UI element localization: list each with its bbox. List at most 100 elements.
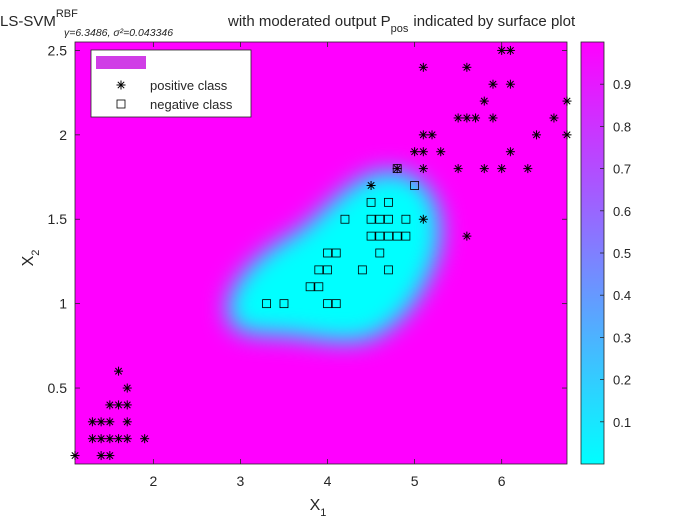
- legend-asterisk-icon: [116, 80, 126, 90]
- colorbar-tick-label: 0.9: [613, 77, 631, 92]
- colorbar-tick-label: 0.3: [613, 330, 631, 345]
- negative-class-point: [375, 214, 385, 224]
- positive-class-point: [87, 434, 97, 444]
- legend-square-icon: [116, 99, 126, 109]
- negative-class-point: [401, 214, 411, 224]
- positive-class-point: [105, 417, 115, 427]
- positive-class-point: [392, 164, 402, 174]
- y-tick-label: 0.5: [48, 380, 68, 396]
- y-tick-label: 1: [59, 296, 67, 312]
- negative-class-point: [323, 299, 332, 309]
- positive-class-point: [105, 400, 115, 410]
- positive-class-point: [418, 164, 428, 174]
- y-tick-label: 1.5: [48, 211, 68, 227]
- negative-class-point: [357, 265, 367, 275]
- positive-class-point: [436, 147, 446, 157]
- x-tick-label: 5: [411, 473, 419, 489]
- positive-class-point: [122, 434, 132, 444]
- negative-class-point: [366, 214, 376, 224]
- positive-class-point: [122, 417, 132, 427]
- colorbar-tick-label: 0.7: [613, 162, 631, 177]
- legend-entry-positive: positive class: [150, 78, 228, 93]
- x-tick-label: 2: [149, 473, 157, 489]
- y-tick-label: 2.5: [48, 42, 68, 58]
- positive-class-point: [462, 62, 472, 72]
- negative-class-point: [366, 197, 376, 207]
- positive-class-point: [532, 130, 542, 140]
- chart-title-params: γ=6.3486, σ²=0.043346: [64, 27, 173, 39]
- negative-class-point: [331, 299, 341, 309]
- positive-class-point: [497, 164, 507, 174]
- positive-class-point: [562, 96, 572, 106]
- positive-class-point: [505, 79, 515, 89]
- axis-ticks: 2 3 4 5 6 0.5 1 1.5 2 2.5: [48, 42, 567, 489]
- legend-entry-negative: negative class: [150, 97, 233, 112]
- y-tick-label: 2: [59, 127, 67, 143]
- positive-class-point: [462, 113, 472, 123]
- data-markers: [70, 45, 572, 461]
- x-tick-label: 3: [237, 473, 245, 489]
- positive-class-point: [427, 130, 437, 140]
- plot-frame: [74, 41, 568, 465]
- negative-class-point: [314, 282, 324, 292]
- chart-title-rest: with moderated output Ppos indicated by s…: [227, 13, 576, 35]
- negative-class-point: [410, 181, 420, 190]
- chart-title: LS-SVMRBF: [0, 8, 78, 30]
- x-tick-label: 4: [324, 473, 332, 489]
- colorbar-tick-label: 0.8: [613, 119, 631, 134]
- x-axis-label: X1: [310, 497, 327, 519]
- positive-class-point: [105, 451, 115, 461]
- positive-class-point: [418, 214, 428, 224]
- legend: positive class negative class: [90, 49, 252, 118]
- y-axis-label: X2: [20, 250, 42, 267]
- positive-class-point: [114, 400, 124, 410]
- positive-class-point: [562, 130, 572, 140]
- positive-class-point: [462, 231, 472, 241]
- positive-class-point: [497, 45, 507, 55]
- colorbar-tick-label: 0.1: [613, 415, 631, 430]
- negative-class-point: [331, 248, 341, 258]
- positive-class-point: [453, 164, 463, 174]
- positive-class-point: [410, 147, 420, 157]
- positive-class-point: [479, 96, 489, 106]
- positive-class-point: [105, 434, 115, 444]
- negative-class-point: [314, 265, 324, 275]
- positive-class-point: [418, 62, 428, 72]
- positive-class-point: [366, 180, 376, 190]
- positive-class-point: [96, 451, 106, 461]
- negative-class-point: [366, 231, 376, 241]
- negative-class-point: [384, 214, 393, 224]
- positive-class-point: [70, 451, 80, 461]
- negative-class-point: [384, 231, 393, 241]
- negative-class-point: [375, 231, 385, 241]
- positive-class-point: [505, 147, 515, 157]
- negative-class-point: [384, 265, 393, 275]
- negative-class-point: [323, 248, 332, 258]
- x-tick-label: 6: [498, 473, 506, 489]
- colorbar-tick-label: 0.5: [613, 246, 631, 261]
- positive-class-point: [479, 164, 489, 174]
- negative-class-point: [262, 299, 271, 309]
- negative-class-point: [401, 231, 411, 241]
- positive-class-point: [505, 45, 515, 55]
- negative-class-point: [279, 299, 289, 309]
- negative-class-point: [392, 231, 402, 241]
- positive-class-point: [96, 417, 106, 427]
- negative-class-point: [305, 282, 315, 292]
- legend-surface-swatch: [96, 56, 146, 69]
- positive-class-point: [122, 400, 132, 410]
- positive-class-point: [418, 147, 428, 157]
- positive-class-point: [488, 113, 498, 123]
- positive-class-point: [114, 434, 124, 444]
- positive-class-point: [453, 113, 463, 123]
- positive-class-point: [488, 79, 498, 89]
- negative-class-point: [375, 248, 385, 258]
- negative-class-point: [340, 214, 350, 224]
- positive-class-point: [471, 113, 481, 123]
- positive-class-point: [549, 113, 559, 123]
- colorbar-tick-label: 0.4: [613, 288, 631, 303]
- positive-class-point: [96, 434, 106, 444]
- colorbar-tick-label: 0.2: [613, 373, 631, 388]
- negative-class-point: [323, 265, 332, 275]
